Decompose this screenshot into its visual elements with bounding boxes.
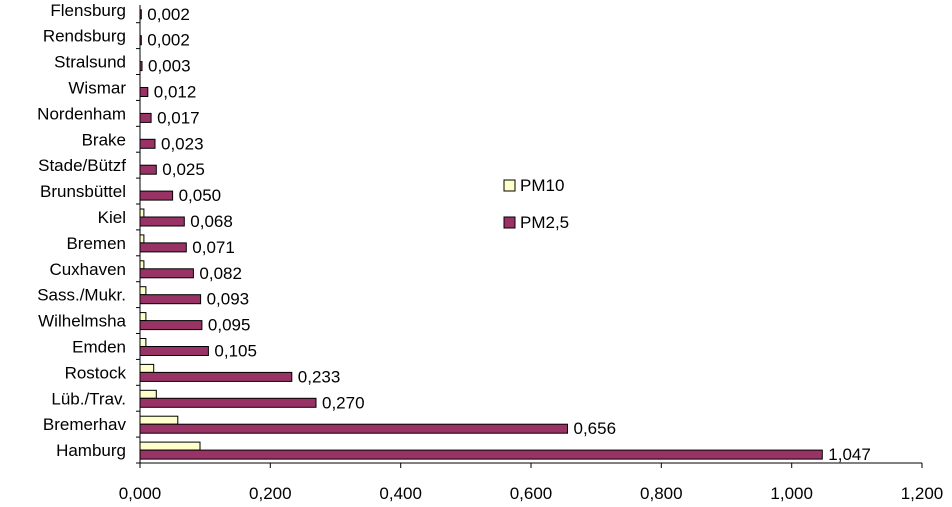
legend: PM10 PM2,5 bbox=[503, 176, 569, 232]
data-label: 0,068 bbox=[190, 212, 233, 231]
bar-pm25 bbox=[139, 423, 568, 434]
category-label: Stade/Bützf bbox=[38, 156, 126, 175]
legend-label: PM2,5 bbox=[520, 213, 569, 232]
x-tick-label: 1,000 bbox=[770, 484, 813, 503]
data-label: 0,270 bbox=[322, 393, 365, 412]
data-label: 0,105 bbox=[214, 342, 257, 361]
bar-pm25 bbox=[139, 87, 149, 97]
axes-group: Hamburg 1,047 Bremerhav 0,656 Lüb./Trav. 0,27… bbox=[37, 1, 944, 503]
bar-pm25 bbox=[139, 320, 203, 331]
bar-pm10 bbox=[139, 415, 179, 425]
category-label: Stralsund bbox=[54, 53, 126, 72]
category-label: Brunsbüttel bbox=[40, 182, 126, 201]
data-label: 0,093 bbox=[207, 290, 250, 309]
category-label: Rostock bbox=[65, 363, 127, 382]
bar-pm25 bbox=[139, 190, 174, 201]
bar-pm25 bbox=[139, 138, 156, 149]
bar-pm10 bbox=[139, 363, 155, 373]
bar-pm25 bbox=[139, 371, 293, 382]
category-label: Wismar bbox=[68, 79, 126, 98]
x-tick-label: 0,200 bbox=[249, 484, 292, 503]
category-label: Lüb./Trav. bbox=[51, 389, 126, 408]
data-label: 0,095 bbox=[208, 316, 251, 335]
bar-pm10 bbox=[139, 338, 147, 347]
bar-pm10 bbox=[139, 260, 145, 270]
bar-pm25 bbox=[139, 112, 152, 123]
x-tick-label: 0,400 bbox=[379, 484, 422, 503]
legend-label: PM10 bbox=[520, 176, 564, 195]
legend-swatch bbox=[503, 179, 516, 192]
bar-pm25 bbox=[139, 164, 157, 175]
bar-pm25 bbox=[139, 294, 202, 305]
bar-pm25 bbox=[139, 268, 194, 279]
bar-pm10 bbox=[139, 389, 157, 399]
category-label: Nordenham bbox=[37, 104, 126, 123]
data-label: 0,002 bbox=[147, 5, 190, 24]
category-label: Hamburg bbox=[56, 441, 126, 460]
category-label: Kiel bbox=[98, 208, 126, 227]
data-label: 0,017 bbox=[157, 108, 200, 127]
data-label: 1,047 bbox=[828, 445, 871, 464]
category-label: Brake bbox=[82, 130, 126, 149]
data-label: 0,012 bbox=[154, 83, 197, 102]
bar-pm10 bbox=[139, 234, 145, 244]
data-label: 0,233 bbox=[298, 367, 341, 386]
bar-pm25 bbox=[139, 242, 187, 253]
category-label: Rendsburg bbox=[43, 27, 126, 46]
data-label: 0,003 bbox=[148, 57, 191, 76]
category-label: Sass./Mukr. bbox=[37, 286, 126, 305]
x-tick-label: 1,200 bbox=[901, 484, 944, 503]
category-label: Bremen bbox=[66, 234, 126, 253]
data-label: 0,656 bbox=[574, 419, 617, 438]
bars-group bbox=[139, 9, 823, 460]
bar-pm10 bbox=[139, 286, 147, 296]
bar-pm25 bbox=[139, 397, 317, 408]
legend-swatch bbox=[503, 216, 516, 229]
bar-pm10 bbox=[139, 312, 147, 322]
data-label: 0,050 bbox=[179, 186, 222, 205]
bar-pm10 bbox=[139, 441, 201, 451]
data-label: 0,025 bbox=[162, 160, 205, 179]
bar-pm25 bbox=[139, 216, 185, 227]
x-tick-label: 0,000 bbox=[119, 484, 162, 503]
data-label: 0,002 bbox=[147, 31, 190, 50]
category-label: Flensburg bbox=[50, 1, 126, 20]
bar-pm25 bbox=[139, 346, 209, 356]
data-label: 0,082 bbox=[199, 264, 242, 283]
data-label: 0,071 bbox=[192, 238, 235, 257]
x-tick-label: 0,600 bbox=[510, 484, 553, 503]
bar-pm10 bbox=[139, 208, 145, 218]
x-tick-label: 0,800 bbox=[640, 484, 683, 503]
data-label: 0,023 bbox=[161, 134, 204, 153]
category-label: Bremerhav bbox=[43, 415, 127, 434]
category-label: Wilhelmsha bbox=[38, 312, 126, 331]
category-label: Emden bbox=[72, 338, 126, 357]
bar-pm25 bbox=[139, 449, 823, 460]
category-label: Cuxhaven bbox=[49, 260, 126, 279]
